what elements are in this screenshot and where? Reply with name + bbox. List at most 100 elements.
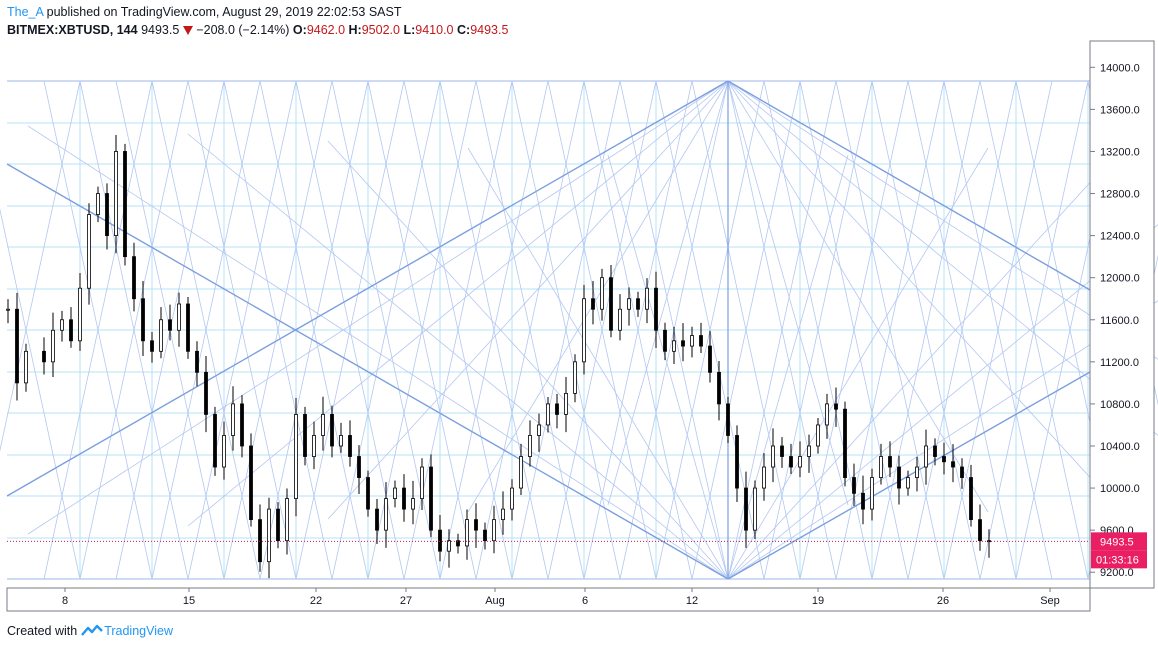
close-value: 9493.5 <box>470 23 509 37</box>
fan-main-line <box>727 80 1091 291</box>
y-tick-label: 13600.0 <box>1100 104 1140 116</box>
candle-body <box>969 477 973 521</box>
fan-line <box>727 80 1129 520</box>
candle-body <box>465 519 469 547</box>
fan-line <box>727 224 1158 580</box>
candle-body <box>492 519 496 542</box>
candle-body <box>924 445 928 468</box>
candle-body <box>645 287 649 310</box>
candle-body <box>699 335 703 347</box>
x-tick-label: Sep <box>1040 595 1060 607</box>
candle-body <box>123 151 127 258</box>
candle-body <box>24 350 28 384</box>
candle-body <box>879 456 883 478</box>
price-axis[interactable] <box>1089 40 1155 589</box>
fan-line <box>467 147 729 580</box>
y-tick-label: 14000.0 <box>1100 62 1140 74</box>
x-tick-label: 19 <box>812 595 824 607</box>
candle-body <box>753 487 757 531</box>
candle-body <box>537 424 541 436</box>
candle-body <box>366 477 370 510</box>
candle-body <box>204 371 208 415</box>
fan-line <box>27 80 729 535</box>
candle-body <box>978 519 982 542</box>
y-tick-label: 11600.0 <box>1100 315 1139 327</box>
x-tick-label: 22 <box>310 595 322 607</box>
candle-body <box>186 303 190 352</box>
created-with-text: Created with <box>7 624 78 638</box>
candle-body <box>105 193 109 237</box>
candle-body <box>375 508 379 531</box>
candle-body <box>897 466 901 489</box>
candle-body <box>672 340 676 352</box>
candle-body <box>249 445 253 521</box>
candle-body <box>618 308 622 331</box>
low-value: 9410.0 <box>415 23 454 37</box>
candle-body <box>213 414 217 468</box>
candle-body <box>240 403 244 447</box>
candle-body <box>681 340 685 347</box>
fan-main-line <box>727 371 1091 580</box>
fan-line <box>727 154 849 580</box>
countdown-tag <box>1091 550 1147 569</box>
candle-body <box>231 403 235 436</box>
candle-body <box>258 519 262 563</box>
candle-body <box>735 435 739 489</box>
candle-body <box>960 466 964 478</box>
candle-body <box>951 461 955 468</box>
candle-body <box>438 529 442 552</box>
candle-body <box>555 403 559 415</box>
candle-body <box>420 466 424 499</box>
fan-main-line <box>6 80 729 497</box>
candle-body <box>69 319 73 342</box>
candle-body <box>447 540 451 552</box>
candle-body <box>456 540 460 547</box>
last-price-tag <box>1091 532 1147 551</box>
fan-line <box>727 300 1158 580</box>
candle-body <box>393 487 397 499</box>
candle-body <box>573 361 577 394</box>
candle-body <box>303 414 307 457</box>
time-axis[interactable] <box>6 587 1091 612</box>
candle-body <box>690 335 694 347</box>
y-tick-label: 10800.0 <box>1100 399 1140 411</box>
candle-body <box>222 435 226 468</box>
candle-body <box>582 298 586 363</box>
y-tick-label: 11200.0 <box>1100 357 1139 369</box>
candle-body <box>429 466 433 531</box>
candle-body <box>789 456 793 468</box>
candle-body <box>285 498 289 542</box>
author-name[interactable]: The_A <box>7 5 44 19</box>
candle-body <box>321 414 325 436</box>
low-label: L: <box>403 23 416 37</box>
candle-body <box>60 319 64 331</box>
tradingview-brand[interactable]: TradingView <box>104 624 173 638</box>
candle-body <box>546 403 550 426</box>
candle-body <box>816 424 820 447</box>
publish-info: The_A published on TradingView.com, Augu… <box>7 5 402 19</box>
x-tick-label: 26 <box>937 595 949 607</box>
candle-body <box>168 319 172 331</box>
candle-body <box>177 303 181 331</box>
high-label: H: <box>348 23 362 37</box>
candle-body <box>339 435 343 447</box>
x-tick-label: 12 <box>686 595 698 607</box>
symbol-label: BITMEX:XBTUSD, 144 <box>7 23 138 37</box>
candle-body <box>708 345 712 373</box>
candle-body <box>96 193 100 215</box>
countdown-tag-text: 01:33:16 <box>1096 554 1139 566</box>
candle-body <box>87 214 91 289</box>
candle-body <box>843 408 847 478</box>
y-tick-label: 12000.0 <box>1100 273 1140 285</box>
close-label: C: <box>456 23 471 37</box>
fan-line <box>327 140 729 580</box>
y-tick-label: 13200.0 <box>1100 146 1140 158</box>
price-change: −208.0 (−2.14%) <box>196 23 290 37</box>
fan-line <box>727 80 989 513</box>
y-tick-label: 10000.0 <box>1100 483 1140 495</box>
x-tick-label: 6 <box>582 595 588 607</box>
candle-body <box>609 277 613 331</box>
candle-body <box>150 340 154 352</box>
fan-line <box>979 80 1089 580</box>
